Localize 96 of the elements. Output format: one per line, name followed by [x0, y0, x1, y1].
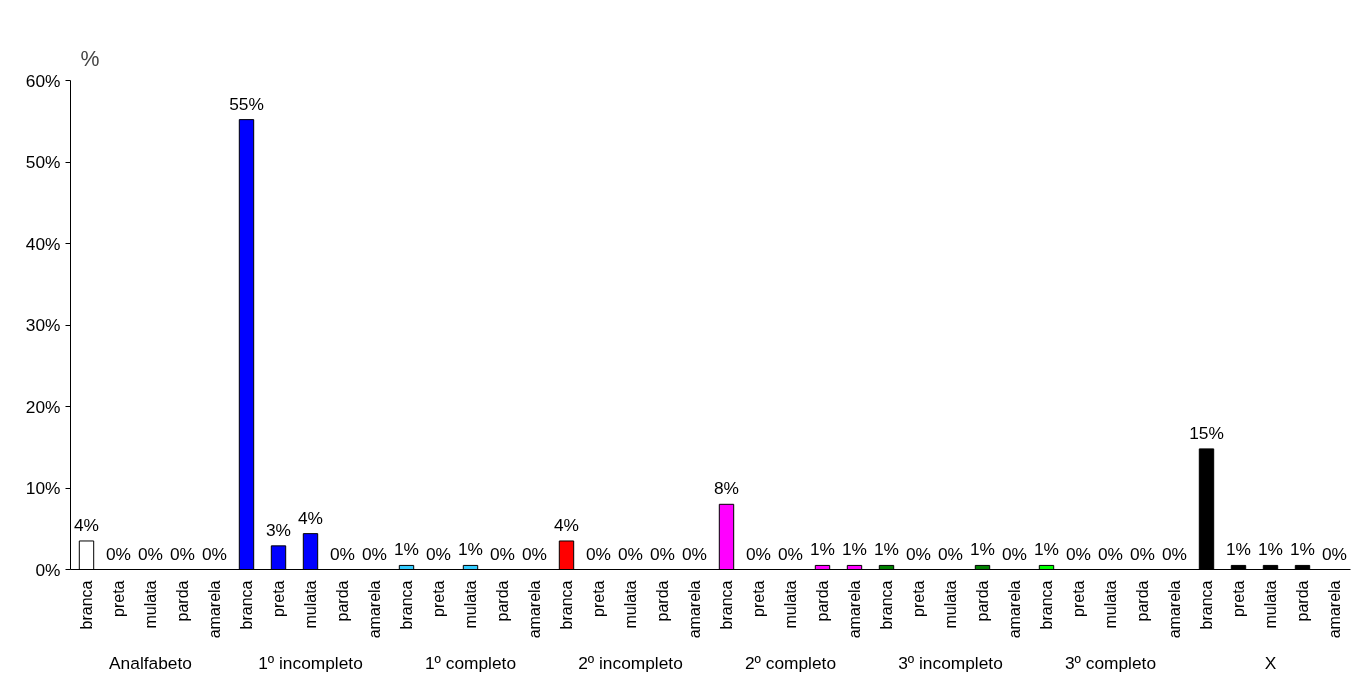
x-tick-label: branca: [1038, 580, 1055, 630]
data-label: 0%: [489, 543, 516, 564]
x-tick-label: parda: [1294, 580, 1311, 622]
data-label: 0%: [1065, 543, 1092, 564]
y-tick-label: 40%: [25, 233, 61, 254]
y-tick-label: 10%: [25, 478, 61, 498]
data-label: 0%: [169, 543, 196, 564]
x-tick-label: mulata: [622, 580, 639, 629]
data-label: 1%: [1033, 539, 1060, 560]
data-label: 0%: [1097, 543, 1124, 564]
x-tick-label: amarela: [1326, 580, 1343, 639]
data-label: 0%: [329, 543, 356, 564]
data-label: 0%: [361, 543, 388, 564]
x-tick-label: parda: [174, 580, 191, 622]
x-tick-label: mulata: [302, 580, 319, 629]
x-tick-label: amarela: [206, 580, 223, 639]
x-tick-label: preta: [590, 580, 607, 617]
data-label: 1%: [969, 539, 996, 560]
data-label: 0%: [521, 543, 548, 564]
data-label: 0%: [201, 543, 228, 564]
x-tick-label: amarela: [1166, 580, 1183, 639]
data-label: 0%: [105, 543, 132, 564]
data-label: 1%: [809, 539, 836, 560]
data-label: 1%: [1289, 539, 1316, 560]
data-label: 15%: [1189, 422, 1224, 443]
data-label: 1%: [1225, 539, 1252, 560]
data-label: 1%: [1257, 539, 1284, 560]
data-label: 4%: [553, 514, 580, 535]
x-tick-label: mulata: [942, 580, 959, 629]
x-tick-label: branca: [558, 580, 575, 630]
x-tick-label: branca: [398, 580, 415, 630]
data-label: 0%: [681, 543, 708, 564]
x-tick-label: branca: [1198, 580, 1215, 630]
y-tick-label: 50%: [25, 152, 61, 172]
data-label: 0%: [1321, 543, 1348, 564]
x-tick-label: preta: [910, 580, 927, 617]
y-tick-label: 0%: [35, 559, 61, 580]
data-label: 0%: [905, 543, 932, 564]
x-tick-label: mulata: [782, 580, 799, 629]
x-tick-label: amarela: [526, 580, 543, 639]
data-label: 1%: [873, 539, 900, 560]
text: X: [1264, 652, 1277, 673]
data-label: 0%: [1161, 543, 1188, 564]
text: 3º incompleto: [898, 652, 1003, 673]
text: 2º completo: [744, 652, 837, 673]
x-tick-label: preta: [1070, 580, 1087, 617]
text: 1º completo: [424, 652, 517, 673]
x-tick-label: mulata: [142, 580, 159, 629]
text: Analfabeto: [109, 652, 192, 673]
x-tick-label: parda: [1134, 580, 1151, 622]
x-tick-label: parda: [814, 580, 831, 622]
x-tick-label: branca: [238, 580, 255, 630]
x-tick-label: parda: [334, 580, 351, 622]
text: 1º incompleto: [258, 652, 363, 673]
x-tick-label: amarela: [366, 580, 383, 639]
data-label: 55%: [229, 93, 264, 114]
y-tick-label: 60%: [25, 70, 61, 91]
x-tick-label: parda: [974, 580, 991, 622]
x-tick-label: mulata: [1262, 580, 1279, 629]
data-label: 4%: [297, 507, 324, 528]
data-label: 1%: [393, 539, 420, 560]
data-label: 0%: [585, 543, 612, 564]
data-label: 0%: [777, 543, 804, 564]
data-label: 0%: [1001, 543, 1028, 564]
data-label: 4%: [73, 514, 100, 535]
text: 2º incompleto: [578, 652, 683, 673]
x-tick-label: preta: [110, 580, 127, 617]
y-tick-label: 20%: [25, 396, 61, 417]
data-label: 0%: [649, 543, 676, 564]
text: 3º completo: [1064, 652, 1157, 673]
x-tick-label: mulata: [1102, 580, 1119, 629]
x-tick-label: parda: [494, 580, 511, 622]
x-tick-label: branca: [878, 580, 895, 630]
data-label: 0%: [937, 543, 964, 564]
y-tick-label: 30%: [25, 315, 61, 335]
x-tick-label: branca: [718, 580, 735, 630]
data-label: 0%: [745, 543, 772, 564]
data-label: 0%: [137, 543, 164, 564]
data-label: 8%: [713, 478, 740, 499]
x-tick-label: mulata: [462, 580, 479, 629]
x-tick-label: amarela: [846, 580, 863, 639]
x-tick-label: parda: [654, 580, 671, 622]
data-label: 0%: [425, 543, 452, 564]
x-tick-label: branca: [78, 580, 95, 630]
data-label: 0%: [1129, 543, 1156, 564]
x-tick-label: preta: [1230, 580, 1247, 617]
x-tick-label: amarela: [686, 580, 703, 639]
data-label: 1%: [457, 539, 484, 560]
y-axis-title: %: [80, 46, 100, 71]
data-label: 0%: [617, 543, 644, 564]
data-label: 1%: [841, 539, 868, 560]
data-label: 3%: [265, 519, 292, 540]
x-tick-label: preta: [750, 580, 767, 617]
x-tick-label: preta: [270, 580, 287, 617]
x-tick-label: preta: [430, 580, 447, 617]
x-tick-label: amarela: [1006, 580, 1023, 639]
